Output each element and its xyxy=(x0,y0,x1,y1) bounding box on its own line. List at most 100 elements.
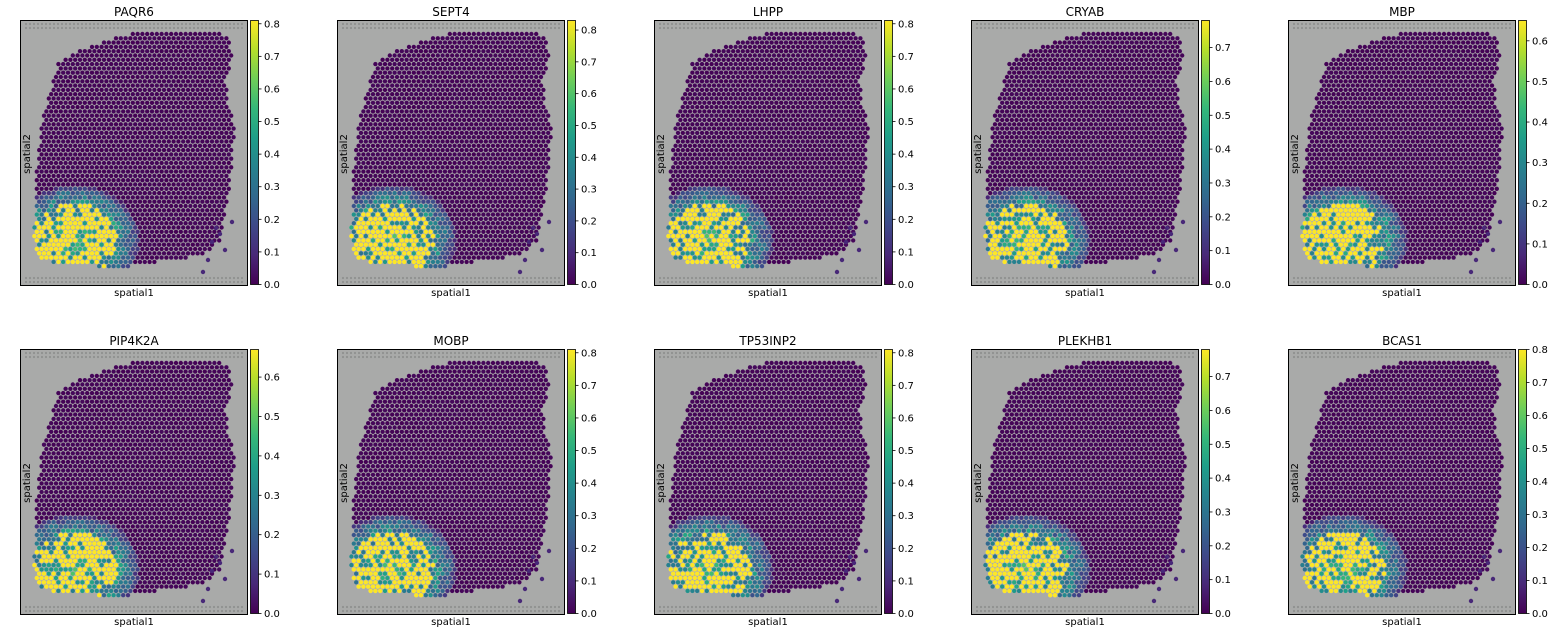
expression-spot xyxy=(853,53,858,58)
fiducial-spot xyxy=(722,276,726,280)
expression-spot xyxy=(507,164,513,170)
expression-spot xyxy=(178,143,184,149)
expression-spot xyxy=(144,177,150,183)
expression-spot xyxy=(164,31,169,37)
expression-spot xyxy=(36,164,42,170)
expression-spot xyxy=(776,44,782,50)
plot-frame xyxy=(20,20,248,286)
expression-spot xyxy=(517,233,522,239)
expression-spot xyxy=(197,126,203,131)
fiducial-spot xyxy=(228,26,232,30)
expression-spot xyxy=(447,57,453,63)
colorbar-tick-label: 0.5 xyxy=(581,121,597,132)
expression-spot xyxy=(166,44,172,50)
expression-spot xyxy=(202,220,208,226)
fiducial-spot xyxy=(846,22,850,26)
expression-spot xyxy=(466,100,472,106)
expression-spot xyxy=(464,70,469,76)
expression-spot xyxy=(56,164,61,170)
fiducial-spot xyxy=(88,276,92,280)
fiducial-spot xyxy=(397,22,401,26)
expression-spot xyxy=(41,113,47,119)
expression-spot xyxy=(159,117,164,123)
expression-spot xyxy=(409,48,414,54)
expression-spot xyxy=(118,96,124,101)
expression-spot xyxy=(120,246,126,252)
expression-spot xyxy=(53,143,59,149)
expression-spot xyxy=(128,173,133,179)
expression-spot xyxy=(377,78,383,84)
expression-spot xyxy=(101,220,107,226)
expression-spot xyxy=(437,100,443,106)
fiducial-spot xyxy=(730,280,734,284)
expression-spot xyxy=(108,104,114,110)
expression-spot xyxy=(89,199,95,205)
expression-spot xyxy=(473,156,479,162)
expression-spot xyxy=(363,121,369,127)
expression-spot xyxy=(728,53,734,58)
expression-spot xyxy=(87,246,92,252)
expression-spot xyxy=(526,156,532,162)
expression-spot xyxy=(144,117,150,123)
expression-spot xyxy=(130,169,136,174)
y-axis-label: spatial2 xyxy=(22,104,34,204)
expression-spot xyxy=(392,156,397,162)
fiducial-spot xyxy=(76,276,80,280)
expression-spot xyxy=(514,40,520,45)
expression-spot xyxy=(536,182,541,187)
expression-spot xyxy=(142,113,148,119)
expression-spot xyxy=(370,186,376,192)
expression-spot xyxy=(116,109,121,114)
expression-spot xyxy=(185,164,191,170)
spot-group xyxy=(32,31,236,275)
colorbar-tick-label: 0.1 xyxy=(264,247,280,258)
expression-spot xyxy=(46,182,52,187)
expression-spot xyxy=(96,74,102,80)
expression-spot xyxy=(99,233,104,239)
expression-spot xyxy=(82,203,88,209)
fiducial-spot xyxy=(734,22,738,26)
expression-spot xyxy=(817,31,822,37)
expression-spot xyxy=(351,238,357,243)
expression-spot xyxy=(96,66,102,71)
expression-spot xyxy=(142,164,148,170)
expression-spot xyxy=(781,53,786,58)
expression-spot xyxy=(466,220,472,226)
expression-spot xyxy=(545,53,551,58)
expression-spot xyxy=(466,31,472,37)
fiducial-spot xyxy=(236,26,240,30)
expression-spot xyxy=(416,242,421,248)
expression-spot xyxy=(178,100,184,106)
fiducial-spot xyxy=(405,26,409,30)
expression-spot xyxy=(488,35,493,41)
expression-spot xyxy=(404,134,409,140)
expression-spot xyxy=(397,216,402,222)
expression-spot xyxy=(380,91,385,97)
expression-spot xyxy=(164,169,169,174)
expression-spot xyxy=(399,177,405,183)
expression-spot xyxy=(128,78,133,84)
expression-spot xyxy=(483,87,489,93)
expression-spot xyxy=(469,87,474,93)
fiducial-spot xyxy=(738,276,742,280)
expression-spot xyxy=(512,121,517,127)
expression-spot xyxy=(80,242,85,248)
expression-spot xyxy=(84,225,90,230)
expression-spot xyxy=(70,242,76,248)
expression-spot xyxy=(204,242,210,248)
expression-spot xyxy=(394,186,400,192)
expression-spot xyxy=(142,242,148,248)
expression-spot xyxy=(421,207,426,213)
expression-spot xyxy=(418,100,424,106)
expression-spot xyxy=(382,78,388,84)
expression-spot xyxy=(99,130,104,136)
expression-spot xyxy=(536,87,541,93)
expression-spot xyxy=(202,195,208,200)
fiducial-spot xyxy=(172,276,176,280)
expression-spot xyxy=(461,186,467,192)
expression-spot xyxy=(442,100,448,106)
expression-spot xyxy=(116,91,121,97)
expression-spot xyxy=(137,53,143,58)
expression-spot xyxy=(197,229,203,235)
expression-spot xyxy=(440,182,445,187)
